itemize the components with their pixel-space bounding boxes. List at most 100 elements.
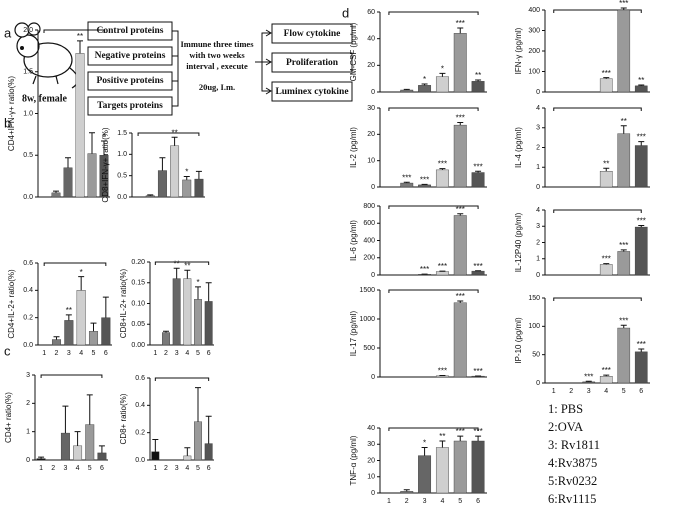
y-tick-label: 0.20 xyxy=(131,259,145,266)
assay-label: Proliferation xyxy=(286,58,339,68)
bar xyxy=(418,85,432,93)
bar xyxy=(145,195,155,198)
significance-label: *** xyxy=(456,292,465,301)
mouse-icon xyxy=(14,22,79,89)
x-tick-label: 4 xyxy=(185,350,189,357)
y-tick-label: 0.0 xyxy=(23,342,33,349)
x-tick-label: 3 xyxy=(423,498,427,505)
error-bar xyxy=(163,330,169,333)
error-bar xyxy=(74,431,81,446)
y-tick-label: 30 xyxy=(367,105,375,112)
y-tick-label: 200 xyxy=(528,48,540,55)
significance-label: * xyxy=(102,132,105,141)
y-tick-label: 2.0 xyxy=(23,27,33,34)
y-tick-label: 4 xyxy=(536,105,540,112)
bar xyxy=(87,153,97,198)
significance-label: *** xyxy=(637,133,646,142)
bar xyxy=(101,317,111,346)
assay-label: Flow cytokine xyxy=(284,29,341,39)
significance-label: * xyxy=(185,168,188,177)
x-tick-label: 5 xyxy=(196,465,200,472)
bar xyxy=(85,424,95,461)
significance-label: ** xyxy=(439,432,445,441)
error-bar xyxy=(439,440,446,448)
dose-text: 20ug, I.m. xyxy=(199,82,235,92)
y-tick-label: 0.00 xyxy=(131,342,145,349)
bar xyxy=(60,432,70,461)
x-tick-label: 3 xyxy=(175,350,179,357)
x-tick-label: 1 xyxy=(387,498,391,505)
error-bar xyxy=(421,183,428,185)
y-axis-label: IL-12P40 (pg/ml) xyxy=(514,212,523,272)
y-tick-label: 150 xyxy=(528,295,540,302)
bar xyxy=(435,169,449,188)
significance-label: *** xyxy=(438,262,447,271)
bar xyxy=(183,278,192,346)
error-bar xyxy=(403,88,410,90)
error-bar xyxy=(603,77,610,79)
error-bar xyxy=(205,282,212,302)
y-tick-label: 400 xyxy=(363,237,375,244)
bracket xyxy=(154,261,210,265)
error-bar xyxy=(457,27,464,34)
y-tick-label: 3 xyxy=(26,372,30,379)
error-bar xyxy=(65,314,72,321)
bar xyxy=(194,421,202,461)
y-tick-label: 0.2 xyxy=(23,315,33,322)
x-tick-label: 5 xyxy=(622,388,626,395)
error-bar xyxy=(205,415,212,444)
y-tick-label: 400 xyxy=(528,7,540,14)
bracket xyxy=(388,427,479,431)
x-tick-label: 6 xyxy=(100,465,104,472)
significance-label: ** xyxy=(77,32,83,41)
x-tick-label: 2 xyxy=(55,350,59,357)
y-tick-label: 2 xyxy=(26,400,30,407)
error-bar xyxy=(403,181,410,184)
box-label: Targets proteins xyxy=(97,101,163,111)
x-tick-label: 1 xyxy=(39,465,43,472)
significance-label: *** xyxy=(456,19,465,28)
error-bar xyxy=(195,387,201,422)
y-tick-label: 0.5 xyxy=(23,152,33,159)
x-tick-label: 5 xyxy=(92,350,96,357)
bar xyxy=(453,215,467,276)
significance-label: *** xyxy=(402,173,411,182)
error-bar xyxy=(38,456,45,459)
bar xyxy=(194,299,202,346)
bar xyxy=(36,458,46,461)
y-tick-label: 0.6 xyxy=(23,260,33,267)
y-tick-label: 0 xyxy=(371,184,375,191)
panel-label: a xyxy=(4,25,12,40)
significance-label: *** xyxy=(456,427,465,436)
legend-entry: 6:Rv1115 xyxy=(548,492,596,506)
legend-entry: 1: PBS xyxy=(548,402,583,416)
bar xyxy=(617,327,631,384)
x-tick-label: 2 xyxy=(164,350,168,357)
y-axis-label: IL-17 (pg/ml) xyxy=(349,310,358,356)
significance-label: *** xyxy=(473,162,482,171)
y-tick-label: 0.0 xyxy=(117,194,127,201)
significance-label: ** xyxy=(475,71,481,80)
bar xyxy=(51,192,61,198)
y-tick-label: 40 xyxy=(367,36,375,43)
panel-label: b xyxy=(4,115,11,130)
error-bar xyxy=(475,79,482,82)
y-axis-label: CD4+IFN-γ+ ratio(%) xyxy=(7,76,16,151)
error-bar xyxy=(457,213,464,216)
bar xyxy=(617,133,631,188)
bar xyxy=(582,381,596,384)
y-tick-label: 500 xyxy=(363,345,375,352)
x-tick-label: 6 xyxy=(207,465,211,472)
y-axis-label: IL-6 (pg/ml) xyxy=(349,220,358,261)
x-tick-label: 4 xyxy=(604,388,608,395)
error-bar xyxy=(173,267,180,279)
legend-entry: 2:OVA xyxy=(548,420,583,434)
bar xyxy=(182,179,192,198)
y-tick-label: 10 xyxy=(367,158,375,165)
y-axis-label: CD8+IFN-γ+ ratio(%) xyxy=(101,127,110,202)
x-tick-label: 4 xyxy=(440,498,444,505)
error-bar xyxy=(638,224,645,228)
error-bar xyxy=(184,447,191,456)
bar xyxy=(453,302,467,378)
significance-label: * xyxy=(80,268,83,277)
